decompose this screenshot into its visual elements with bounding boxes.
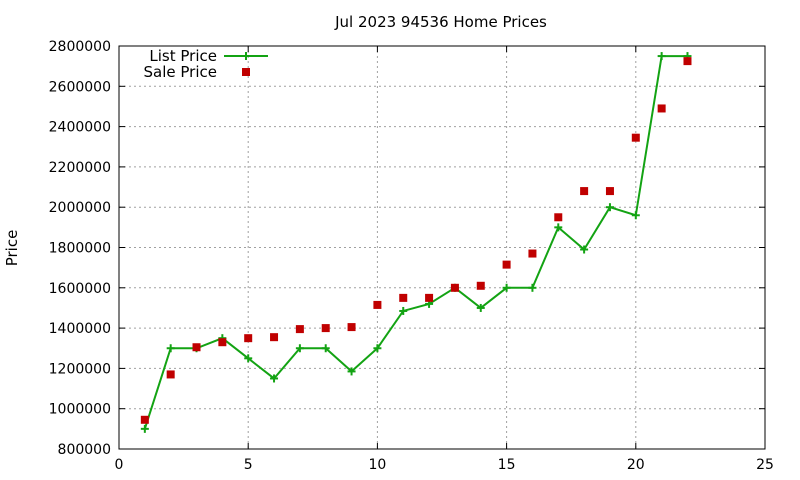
data-point xyxy=(554,213,563,222)
data-point xyxy=(218,338,227,347)
data-point xyxy=(140,415,149,424)
data-point xyxy=(166,370,175,379)
series-0 xyxy=(140,52,692,433)
legend-label: List Price xyxy=(149,47,217,65)
data-point xyxy=(657,104,666,113)
data-point xyxy=(295,325,304,334)
data-point xyxy=(321,344,330,353)
data-point xyxy=(631,133,640,142)
data-point xyxy=(347,323,356,332)
data-point xyxy=(605,203,614,212)
data-point xyxy=(399,293,408,302)
data-point xyxy=(657,52,666,61)
y-tick-label: 1400000 xyxy=(49,321,111,337)
data-point xyxy=(270,333,279,342)
x-tick-label: 15 xyxy=(498,457,516,473)
data-point xyxy=(605,187,614,196)
grid xyxy=(119,46,765,449)
y-axis-title: Price xyxy=(3,230,21,267)
y-tick-label: 1000000 xyxy=(49,402,111,418)
legend-marker xyxy=(242,68,250,76)
data-point xyxy=(425,293,434,302)
axis-ticks: 0 5 10 15 20 25 800000 1000000 1200000 1400000 160… xyxy=(49,39,774,473)
data-point xyxy=(140,424,149,433)
data-point xyxy=(450,283,459,292)
data-point xyxy=(399,306,408,315)
x-tick-label: 25 xyxy=(756,457,774,473)
data-point xyxy=(373,300,382,309)
y-tick-label: 1200000 xyxy=(49,361,111,377)
series-1 xyxy=(140,57,692,424)
data-point xyxy=(683,57,692,66)
x-tick-label: 0 xyxy=(115,457,124,473)
data-point xyxy=(270,374,279,383)
data-point xyxy=(502,283,511,292)
data-point xyxy=(502,260,511,269)
y-tick-label: 1600000 xyxy=(49,281,111,297)
y-tick-label: 2400000 xyxy=(49,120,111,136)
legend-marker xyxy=(242,52,250,60)
data-point xyxy=(631,211,640,220)
y-tick-label: 2000000 xyxy=(49,200,111,216)
y-tick-label: 2800000 xyxy=(49,39,111,55)
data-point xyxy=(295,344,304,353)
y-tick-label: 1800000 xyxy=(49,241,111,257)
data-point xyxy=(347,367,356,376)
x-tick-label: 5 xyxy=(244,457,253,473)
data-point xyxy=(528,283,537,292)
y-tick-label: 800000 xyxy=(58,442,111,458)
data-point xyxy=(476,281,485,290)
data-point xyxy=(528,249,537,258)
series-line xyxy=(143,55,688,430)
legend-label: Sale Price xyxy=(144,63,217,81)
x-tick-label: 20 xyxy=(627,457,645,473)
data-point xyxy=(476,303,485,312)
series xyxy=(140,52,692,433)
data-point xyxy=(192,343,201,352)
data-point xyxy=(373,344,382,353)
y-tick-label: 2200000 xyxy=(49,160,111,176)
data-point xyxy=(244,354,253,363)
data-point xyxy=(554,223,563,232)
data-point xyxy=(321,324,330,333)
y-tick-label: 2600000 xyxy=(49,79,111,95)
data-point xyxy=(166,344,175,353)
x-tick-label: 10 xyxy=(368,457,386,473)
chart-title: Jul 2023 94536 Home Prices xyxy=(334,13,547,31)
data-point xyxy=(244,334,253,343)
data-point xyxy=(580,187,589,196)
data-point xyxy=(580,245,589,254)
